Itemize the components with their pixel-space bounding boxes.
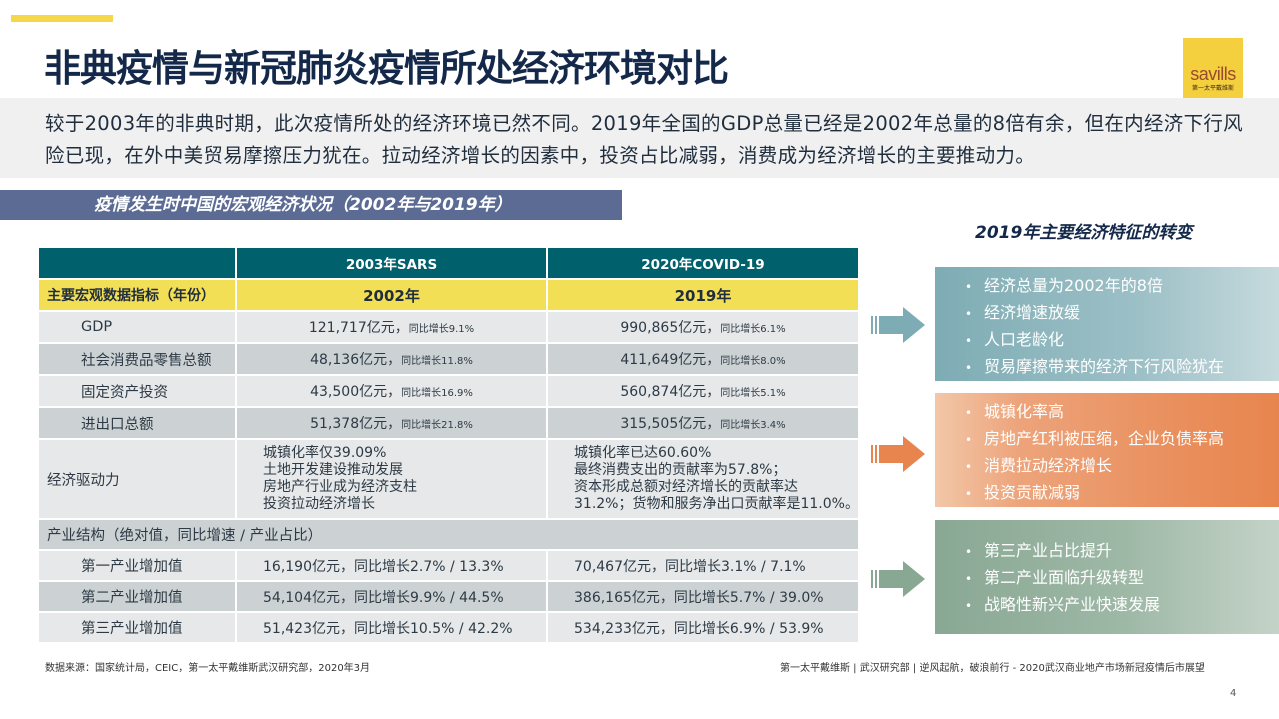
table-row: 社会消费品零售总额 48,136亿元，同比增长11.8% 411,649亿元，同… <box>37 342 860 376</box>
metric-value-2002: 48,136亿元，同比增长11.8% <box>235 342 548 376</box>
header-sars: 2003年SARS <box>235 246 548 280</box>
table-header-row: 2003年SARS 2020年COVID-19 <box>37 246 860 280</box>
growth: 同比增长8.0% <box>720 356 786 367</box>
value: 51,378亿元， <box>310 416 402 432</box>
feature-item: 经济增速放缓 <box>965 300 1279 327</box>
industry-value-2019: 70,467亿元，同比增长3.1% / 7.1% <box>546 549 860 582</box>
driver-line: 城镇化率仅39.09% <box>263 445 387 461</box>
table-row: 进出口总额 51,378亿元，同比增长21.8% 315,505亿元，同比增长3… <box>37 406 860 440</box>
feature-box-drivers: 城镇化率高 房地产红利被压缩，企业负债率高 消费拉动经济增长 投资贡献减弱 <box>935 393 1279 507</box>
feature-item: 消费拉动经济增长 <box>965 453 1279 480</box>
industry-value-2002: 51,423亿元，同比增长10.5% / 42.2% <box>235 611 548 644</box>
arrow-right-icon <box>871 561 925 597</box>
driver-line: 城镇化率已达60.60% <box>574 445 712 461</box>
industry-label: 第三产业增加值 <box>37 611 237 644</box>
page-number: 4 <box>1230 688 1237 699</box>
metric-value-2002: 43,500亿元，同比增长16.9% <box>235 374 548 408</box>
arrow-right-icon <box>871 436 925 472</box>
driver-line: 房地产行业成为经济支柱 <box>263 479 417 495</box>
feature-box-industry: 第三产业占比提升 第二产业面临升级转型 战略性新兴产业快速发展 <box>935 520 1279 634</box>
feature-item: 战略性新兴产业快速发展 <box>965 592 1279 619</box>
value: 411,649亿元， <box>620 352 721 368</box>
savills-logo: savills 第一太平戴维斯 <box>1183 38 1243 98</box>
table-row: 第三产业增加值 51,423亿元，同比增长10.5% / 42.2% 534,2… <box>37 611 860 644</box>
feature-box-macro: 经济总量为2002年的8倍 经济增速放缓 人口老龄化 贸易摩擦带来的经济下行风险… <box>935 267 1279 381</box>
logo-subtitle: 第一太平戴维斯 <box>1191 85 1234 92</box>
driver-line: 投资拉动经济增长 <box>263 496 375 512</box>
metric-label: 进出口总额 <box>37 406 237 440</box>
growth: 同比增长6.1% <box>720 324 786 335</box>
driver-label: 经济驱动力 <box>37 438 237 520</box>
value: 560,874亿元， <box>620 384 721 400</box>
growth: 同比增长11.8% <box>401 356 473 367</box>
industry-section-label: 产业结构（绝对值，同比增速 / 产业占比） <box>37 518 860 551</box>
features-title: 2019年主要经济特征的转变 <box>975 223 1193 243</box>
growth: 同比增长3.4% <box>720 420 786 431</box>
metric-value-2019: 560,874亿元，同比增长5.1% <box>546 374 860 408</box>
industry-value-2002: 16,190亿元，同比增长2.7% / 13.3% <box>235 549 548 582</box>
driver-line: 土地开发建设推动发展 <box>263 462 403 478</box>
growth: 同比增长16.9% <box>401 388 473 399</box>
table-row: 第一产业增加值 16,190亿元，同比增长2.7% / 13.3% 70,467… <box>37 549 860 582</box>
metric-value-2002: 51,378亿元，同比增长21.8% <box>235 406 548 440</box>
macro-economic-table: 2003年SARS 2020年COVID-19 主要宏观数据指标（年份） 200… <box>37 246 860 644</box>
metric-label: 固定资产投资 <box>37 374 237 408</box>
title-accent-bar <box>11 15 113 22</box>
summary-band <box>0 98 1279 178</box>
logo-wordmark: savills <box>1190 64 1236 84</box>
feature-item: 房地产红利被压缩，企业负债率高 <box>965 426 1279 453</box>
year-2002: 2002年 <box>235 278 548 312</box>
driver-2019: 城镇化率已达60.60% 最终消费支出的贡献率为57.8%； 资本形成总额对经济… <box>546 438 860 520</box>
feature-item: 贸易摩擦带来的经济下行风险犹在 <box>965 354 1279 381</box>
footer-credit: 第一太平戴维斯 | 武汉研究部 | 逆风起航，破浪前行 - 2020武汉商业地产… <box>780 663 1205 674</box>
feature-item: 人口老龄化 <box>965 327 1279 354</box>
feature-item: 经济总量为2002年的8倍 <box>965 273 1279 300</box>
value: 990,865亿元， <box>620 320 721 336</box>
section-banner: 疫情发生时中国的宏观经济状况（2002年与2019年） <box>0 190 622 220</box>
industry-value-2002: 54,104亿元，同比增长9.9% / 44.5% <box>235 580 548 613</box>
summary-text: 较于2003年的非典时期，此次疫情所处的经济环境已然不同。2019年全国的GDP… <box>45 112 1243 167</box>
footer-source: 数据来源：国家统计局，CEIC，第一太平戴维斯武汉研究部，2020年3月 <box>45 663 371 674</box>
growth: 同比增长5.1% <box>720 388 786 399</box>
metric-label: 社会消费品零售总额 <box>37 342 237 376</box>
industry-value-2019: 386,165亿元，同比增长5.7% / 39.0% <box>546 580 860 613</box>
growth: 同比增长21.8% <box>401 420 473 431</box>
value: 48,136亿元， <box>310 352 402 368</box>
section-banner-title: 疫情发生时中国的宏观经济状况（2002年与2019年） <box>94 195 512 215</box>
industry-label: 第一产业增加值 <box>37 549 237 582</box>
table-year-row: 主要宏观数据指标（年份） 2002年 2019年 <box>37 278 860 312</box>
industry-label: 第二产业增加值 <box>37 580 237 613</box>
feature-item: 第二产业面临升级转型 <box>965 565 1279 592</box>
year-2019: 2019年 <box>546 278 860 312</box>
value: 315,505亿元， <box>620 416 721 432</box>
driver-line: 31.2%；货物和服务净出口贡献率是11.0%。 <box>574 496 859 512</box>
table-row: GDP 121,717亿元，同比增长9.1% 990,865亿元，同比增长6.1… <box>37 310 860 344</box>
driver-line: 最终消费支出的贡献率为57.8%； <box>574 462 787 478</box>
table-row-industry-section: 产业结构（绝对值，同比增速 / 产业占比） <box>37 518 860 551</box>
driver-line: 资本形成总额对经济增长的贡献率达 <box>574 479 798 495</box>
feature-item: 投资贡献减弱 <box>965 480 1279 507</box>
metric-value-2019: 411,649亿元，同比增长8.0% <box>546 342 860 376</box>
header-covid: 2020年COVID-19 <box>546 246 860 280</box>
metric-value-2019: 315,505亿元，同比增长3.4% <box>546 406 860 440</box>
metric-value-2002: 121,717亿元，同比增长9.1% <box>235 310 548 344</box>
industry-value-2019: 534,233亿元，同比增长6.9% / 53.9% <box>546 611 860 644</box>
metric-value-2019: 990,865亿元，同比增长6.1% <box>546 310 860 344</box>
driver-2002: 城镇化率仅39.09% 土地开发建设推动发展 房地产行业成为经济支柱 投资拉动经… <box>235 438 548 520</box>
feature-item: 城镇化率高 <box>965 399 1279 426</box>
table-row-driver: 经济驱动力 城镇化率仅39.09% 土地开发建设推动发展 房地产行业成为经济支柱… <box>37 438 860 520</box>
header-blank <box>37 246 237 280</box>
growth: 同比增长9.1% <box>408 324 475 335</box>
feature-item: 第三产业占比提升 <box>965 538 1279 565</box>
arrow-right-icon <box>871 307 925 343</box>
value: 121,717亿元， <box>308 320 409 336</box>
page-title: 非典疫情与新冠肺炎疫情所处经济环境对比 <box>44 47 729 90</box>
table-row: 第二产业增加值 54,104亿元，同比增长9.9% / 44.5% 386,16… <box>37 580 860 613</box>
table-row: 固定资产投资 43,500亿元，同比增长16.9% 560,874亿元，同比增长… <box>37 374 860 408</box>
value: 43,500亿元， <box>310 384 402 400</box>
metric-label: GDP <box>37 310 237 344</box>
indicator-label: 主要宏观数据指标（年份） <box>37 278 237 312</box>
